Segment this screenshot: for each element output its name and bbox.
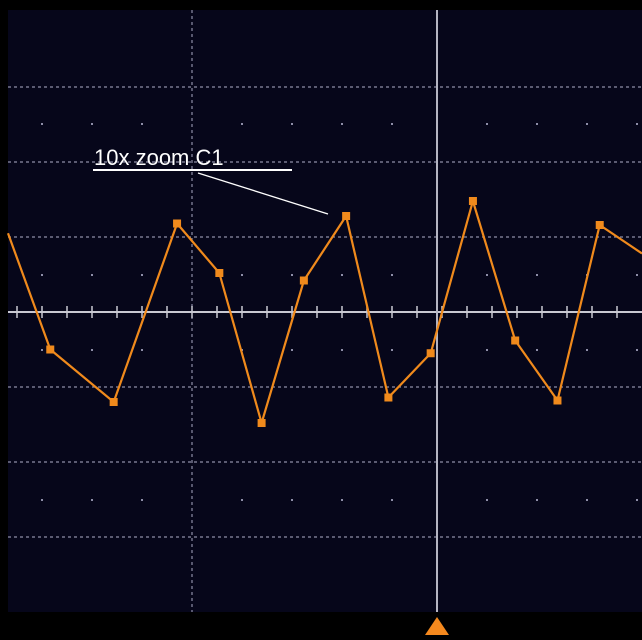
grid-dot: [586, 499, 588, 501]
grid-dot: [341, 274, 343, 276]
grid-dot: [241, 274, 243, 276]
sample-point-marker: [426, 349, 435, 358]
grid-dot: [41, 274, 43, 276]
grid-dot: [341, 349, 343, 351]
grid-dot: [536, 499, 538, 501]
grid-dot: [536, 274, 538, 276]
grid-dot: [141, 349, 143, 351]
sample-point-marker: [595, 221, 604, 229]
grid-dot: [91, 274, 93, 276]
grid-dot: [636, 349, 638, 351]
grid-dot: [241, 499, 243, 501]
sample-point-marker: [109, 398, 118, 406]
grid-dot: [636, 499, 638, 501]
sample-point-marker: [553, 396, 562, 405]
sample-point-marker: [342, 212, 351, 220]
grid-dot: [636, 274, 638, 276]
grid-dot: [241, 123, 243, 125]
waveform-label-leader: [197, 172, 329, 215]
grid-dot: [536, 349, 538, 351]
grid-dot: [91, 123, 93, 125]
sample-point-marker: [468, 197, 477, 205]
sample-point-marker: [384, 393, 393, 402]
grid-dot: [141, 123, 143, 125]
grid-dot: [486, 349, 488, 351]
grid-dot: [91, 499, 93, 501]
grid-dot: [341, 499, 343, 501]
sample-point-marker: [215, 269, 224, 277]
grid-dot: [486, 499, 488, 501]
grid-dot: [391, 349, 393, 351]
grid-dot: [586, 123, 588, 125]
trigger-position-marker[interactable]: [425, 617, 449, 635]
center-axes: [8, 306, 642, 318]
sample-point-marker: [46, 345, 55, 354]
grid-dot: [41, 123, 43, 125]
grid-dot: [391, 274, 393, 276]
grid-dot: [291, 499, 293, 501]
grid-dot: [91, 349, 93, 351]
grid-dot: [141, 274, 143, 276]
sample-point-marker: [299, 276, 308, 285]
waveform-label[interactable]: 10x zoom C1: [94, 145, 224, 170]
grid-dot: [341, 123, 343, 125]
sample-point-marker: [173, 219, 182, 228]
grid-dot: [586, 349, 588, 351]
grid-dot: [636, 123, 638, 125]
grid-dot: [486, 274, 488, 276]
grid-dot: [536, 123, 538, 125]
grid-dot: [41, 499, 43, 501]
sample-point-marker: [511, 336, 520, 345]
grid-dot: [486, 123, 488, 125]
sample-point-marker: [257, 419, 266, 427]
grid-dot: [291, 349, 293, 351]
grid-dot: [291, 123, 293, 125]
grid-dot: [291, 274, 293, 276]
grid-dot: [41, 349, 43, 351]
grid-dot: [391, 499, 393, 501]
grid-dot: [141, 499, 143, 501]
waveform-trace: [6, 197, 642, 427]
grid-dot: [391, 123, 393, 125]
